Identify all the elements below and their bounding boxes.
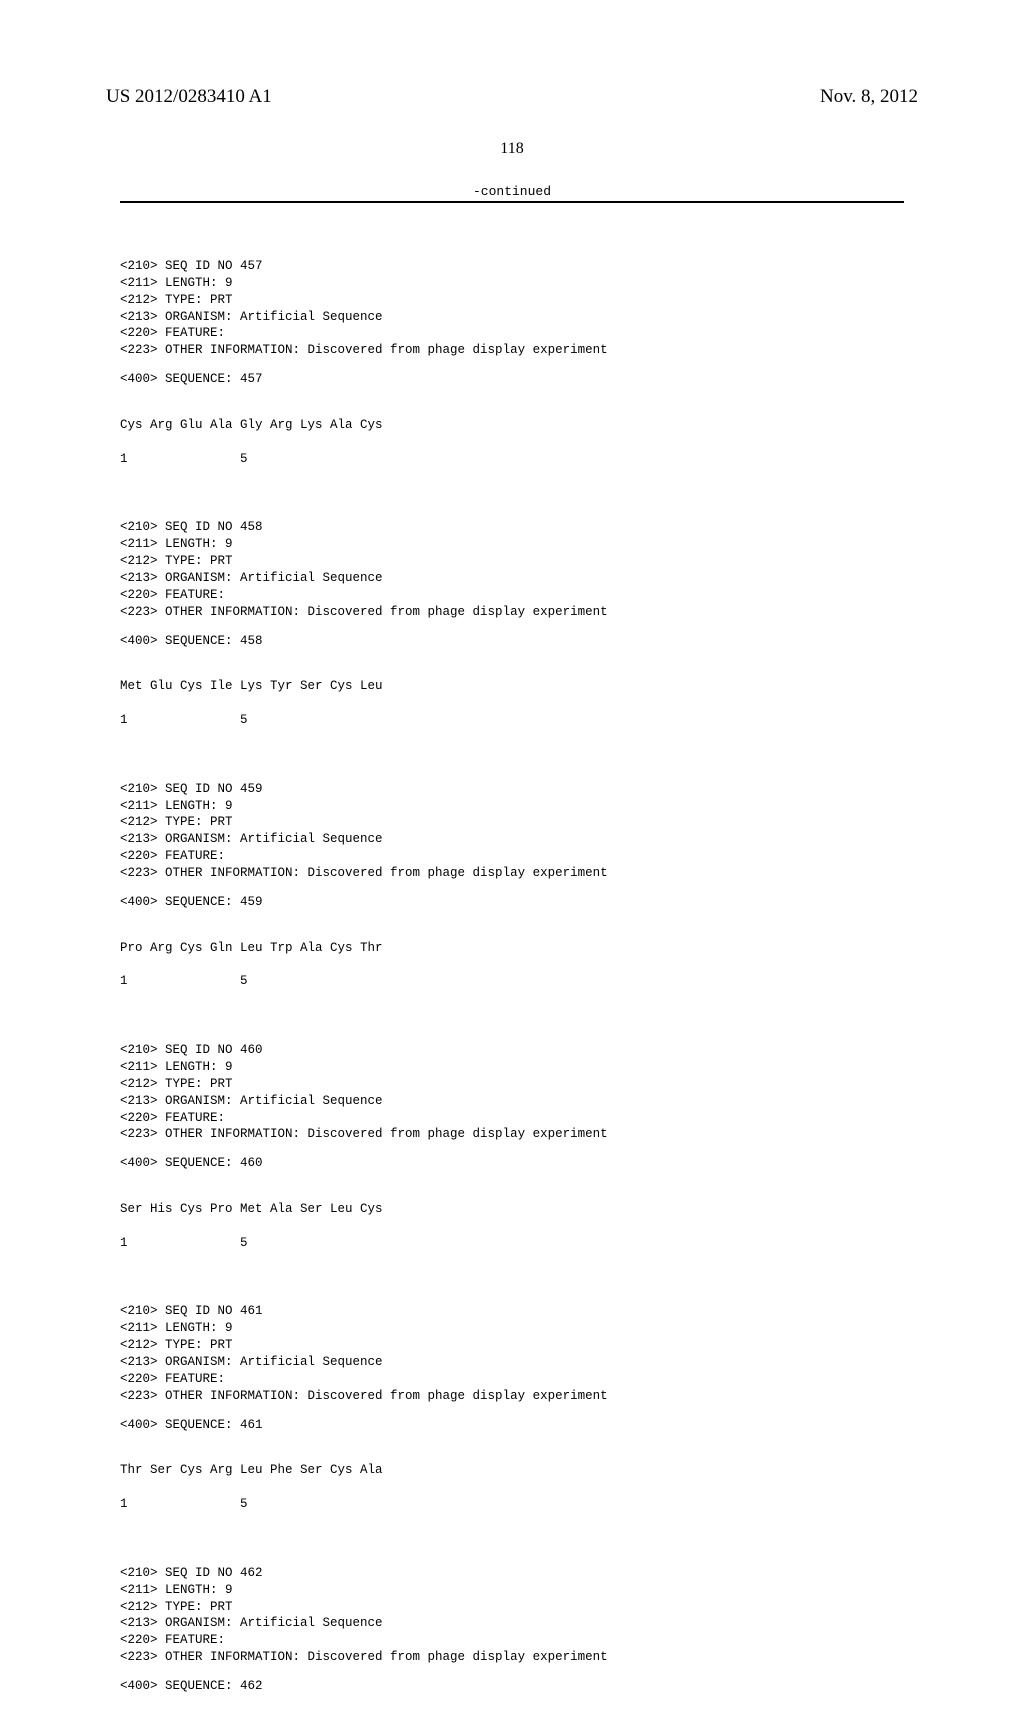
- field-feature: <220> FEATURE:: [120, 1111, 225, 1125]
- field-type: <212> TYPE: PRT: [120, 554, 233, 568]
- sequence-label: <400> SEQUENCE: 459: [120, 894, 904, 911]
- field-feature: <220> FEATURE:: [120, 1372, 225, 1386]
- field-other-info: <223> OTHER INFORMATION: Discovered from…: [120, 343, 608, 357]
- field-seq-id: <210> SEQ ID NO 460: [120, 1043, 263, 1057]
- field-organism: <213> ORGANISM: Artificial Sequence: [120, 832, 383, 846]
- position-markers: 1 5: [120, 712, 904, 729]
- sequence-entry: <210> SEQ ID NO 461 <211> LENGTH: 9 <212…: [120, 1303, 904, 1513]
- publication-number: US 2012/0283410 A1: [106, 86, 272, 108]
- field-seq-id: <210> SEQ ID NO 458: [120, 520, 263, 534]
- sequence-entry: <210> SEQ ID NO 462 <211> LENGTH: 9 <212…: [120, 1565, 904, 1695]
- sequence-entry: <210> SEQ ID NO 457 <211> LENGTH: 9 <212…: [120, 258, 904, 468]
- position-markers: 1 5: [120, 451, 904, 468]
- position-markers: 1 5: [120, 1235, 904, 1252]
- sequence-entry: <210> SEQ ID NO 459 <211> LENGTH: 9 <212…: [120, 781, 904, 991]
- sequence-label: <400> SEQUENCE: 457: [120, 371, 904, 388]
- continued-label: -continued: [120, 184, 904, 201]
- field-type: <212> TYPE: PRT: [120, 1600, 233, 1614]
- field-feature: <220> FEATURE:: [120, 849, 225, 863]
- field-organism: <213> ORGANISM: Artificial Sequence: [120, 1616, 383, 1630]
- field-seq-id: <210> SEQ ID NO 459: [120, 782, 263, 796]
- peptide-sequence: Pro Arg Cys Gln Leu Trp Ala Cys Thr: [120, 940, 904, 957]
- field-seq-id: <210> SEQ ID NO 457: [120, 259, 263, 273]
- field-feature: <220> FEATURE:: [120, 326, 225, 340]
- field-length: <211> LENGTH: 9: [120, 537, 233, 551]
- sequence-entry: <210> SEQ ID NO 460 <211> LENGTH: 9 <212…: [120, 1042, 904, 1252]
- position-markers: 1 5: [120, 1496, 904, 1513]
- peptide-sequence: Met Glu Cys Ile Lys Tyr Ser Cys Leu: [120, 678, 904, 695]
- field-organism: <213> ORGANISM: Artificial Sequence: [120, 1355, 383, 1369]
- field-length: <211> LENGTH: 9: [120, 1060, 233, 1074]
- field-length: <211> LENGTH: 9: [120, 276, 233, 290]
- field-type: <212> TYPE: PRT: [120, 293, 233, 307]
- sequence-label: <400> SEQUENCE: 462: [120, 1678, 904, 1695]
- field-length: <211> LENGTH: 9: [120, 1583, 233, 1597]
- field-other-info: <223> OTHER INFORMATION: Discovered from…: [120, 866, 608, 880]
- peptide-sequence: Cys Arg Glu Ala Gly Arg Lys Ala Cys: [120, 417, 904, 434]
- sequence-label: <400> SEQUENCE: 461: [120, 1417, 904, 1434]
- field-length: <211> LENGTH: 9: [120, 799, 233, 813]
- sequence-label: <400> SEQUENCE: 460: [120, 1155, 904, 1172]
- field-feature: <220> FEATURE:: [120, 588, 225, 602]
- field-type: <212> TYPE: PRT: [120, 815, 233, 829]
- continued-section: -continued: [120, 184, 904, 203]
- field-other-info: <223> OTHER INFORMATION: Discovered from…: [120, 605, 608, 619]
- field-length: <211> LENGTH: 9: [120, 1321, 233, 1335]
- field-feature: <220> FEATURE:: [120, 1633, 225, 1647]
- field-organism: <213> ORGANISM: Artificial Sequence: [120, 1094, 383, 1108]
- field-other-info: <223> OTHER INFORMATION: Discovered from…: [120, 1389, 608, 1403]
- peptide-sequence: Ser His Cys Pro Met Ala Ser Leu Cys: [120, 1201, 904, 1218]
- sequence-label: <400> SEQUENCE: 458: [120, 633, 904, 650]
- position-markers: 1 5: [120, 973, 904, 990]
- field-seq-id: <210> SEQ ID NO 461: [120, 1304, 263, 1318]
- field-seq-id: <210> SEQ ID NO 462: [120, 1566, 263, 1580]
- field-organism: <213> ORGANISM: Artificial Sequence: [120, 571, 383, 585]
- field-other-info: <223> OTHER INFORMATION: Discovered from…: [120, 1127, 608, 1141]
- page-number: 118: [0, 140, 1024, 158]
- field-type: <212> TYPE: PRT: [120, 1338, 233, 1352]
- sequence-listing-content: <210> SEQ ID NO 457 <211> LENGTH: 9 <212…: [0, 203, 1024, 1712]
- page-header: US 2012/0283410 A1 Nov. 8, 2012: [0, 0, 1024, 108]
- publication-date: Nov. 8, 2012: [820, 86, 918, 108]
- sequence-entry: <210> SEQ ID NO 458 <211> LENGTH: 9 <212…: [120, 519, 904, 729]
- field-type: <212> TYPE: PRT: [120, 1077, 233, 1091]
- field-other-info: <223> OTHER INFORMATION: Discovered from…: [120, 1650, 608, 1664]
- peptide-sequence: Thr Ser Cys Arg Leu Phe Ser Cys Ala: [120, 1462, 904, 1479]
- field-organism: <213> ORGANISM: Artificial Sequence: [120, 310, 383, 324]
